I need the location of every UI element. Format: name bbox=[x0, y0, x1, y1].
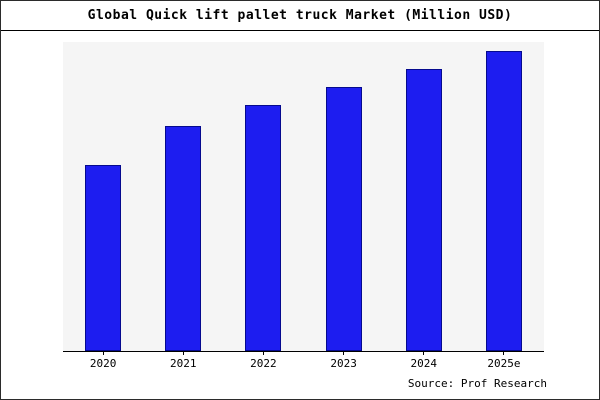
bar-slot bbox=[63, 42, 143, 351]
bar-2021 bbox=[165, 126, 202, 351]
x-tick-mark bbox=[182, 351, 184, 355]
bar-2022 bbox=[245, 105, 282, 351]
bar-2025e bbox=[485, 51, 522, 351]
bar-slot bbox=[223, 42, 303, 351]
x-tick-mark bbox=[503, 351, 505, 355]
plot-area bbox=[63, 42, 544, 352]
x-tick-mark bbox=[102, 351, 104, 355]
x-axis-labels: 2020 2021 2022 2023 2024 2025e bbox=[63, 351, 544, 370]
bar-2024 bbox=[405, 69, 442, 351]
bar-slot bbox=[384, 42, 464, 351]
x-tick-label-2020: 2020 bbox=[63, 351, 143, 370]
chart-title: Global Quick lift pallet truck Market (M… bbox=[1, 1, 599, 31]
x-tick-label-2021: 2021 bbox=[143, 351, 223, 370]
bar-slot bbox=[143, 42, 223, 351]
source-credit: Source: Prof Research bbox=[407, 377, 547, 390]
x-tick-mark bbox=[423, 351, 425, 355]
bar-slot bbox=[464, 42, 544, 351]
bar-2023 bbox=[325, 87, 362, 351]
bar-slot bbox=[304, 42, 384, 351]
x-tick-label-2022: 2022 bbox=[223, 351, 303, 370]
x-tick-mark bbox=[262, 351, 264, 355]
x-tick-label-2025e: 2025e bbox=[464, 351, 544, 370]
bars bbox=[63, 42, 544, 351]
bar-2020 bbox=[85, 165, 122, 351]
x-tick-label-2023: 2023 bbox=[304, 351, 384, 370]
x-tick-mark bbox=[343, 351, 345, 355]
x-tick-label-2024: 2024 bbox=[384, 351, 464, 370]
